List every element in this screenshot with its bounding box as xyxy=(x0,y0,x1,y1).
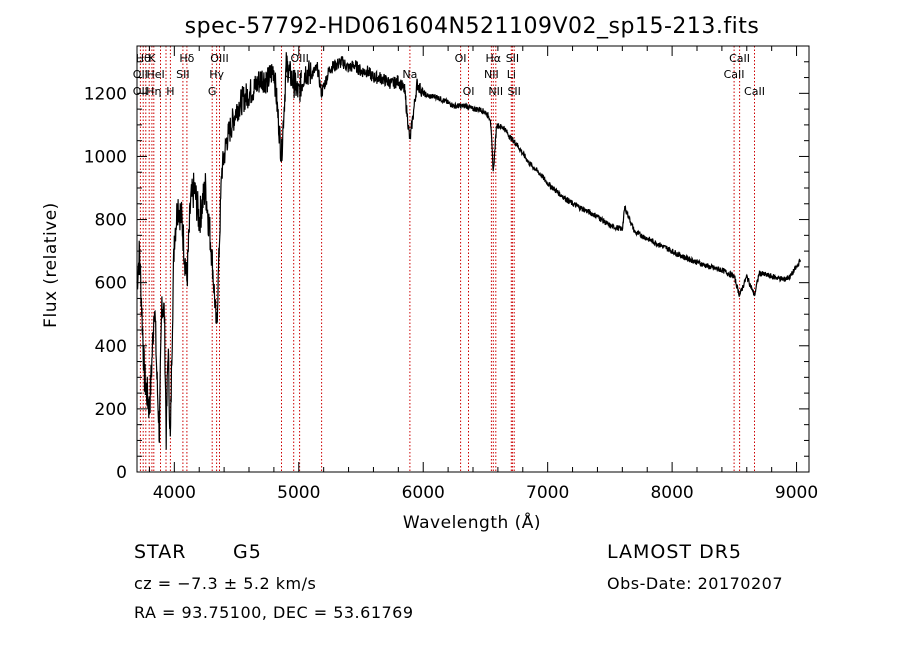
y-tick-label: 400 xyxy=(95,337,127,357)
y-axis-ticks: 0 200 400 600 800 1000 1200 xyxy=(84,61,809,483)
x-tick-label: 6000 xyxy=(402,483,445,503)
spectral-line-label: OI xyxy=(463,85,475,98)
spectrum-chart: 4000 5000 6000 7000 8000 9000 0 200 400 600 800 10… xyxy=(41,14,818,533)
x-axis-ticks: 4000 5000 6000 7000 8000 9000 xyxy=(148,46,818,503)
y-tick-label: 800 xyxy=(95,211,127,231)
x-tick-label: 9000 xyxy=(775,483,818,503)
spectral-line-label: Hθ xyxy=(136,52,151,65)
x-tick-label: 8000 xyxy=(650,483,693,503)
spectral-line-label: NII xyxy=(484,68,499,81)
survey-name: LAMOST DR5 xyxy=(607,541,742,563)
y-tick-label: 1000 xyxy=(84,147,127,167)
x-tick-label: 4000 xyxy=(153,483,196,503)
spectral-line-label: NII xyxy=(488,85,503,98)
chart-title: spec-57792-HD061604N521109V02_sp15-213.f… xyxy=(185,14,760,39)
y-axis-label: Flux (relative) xyxy=(41,202,61,328)
spectral-line-label: SII xyxy=(176,68,189,81)
y-tick-label: 600 xyxy=(95,274,127,294)
spectral-line-label: G xyxy=(208,85,217,98)
spectral-line-label: Hη xyxy=(146,85,161,98)
spectral-line-label: Hγ xyxy=(209,68,224,81)
y-tick-label: 1200 xyxy=(84,84,127,104)
spectral-line-label: K xyxy=(148,52,156,65)
sky-coordinates: RA = 93.75100, DEC = 53.61769 xyxy=(134,603,414,622)
spectral-line-label: OII xyxy=(133,68,148,81)
spectral-line-label: OIII xyxy=(284,68,302,81)
x-axis-label: Wavelength (Å) xyxy=(403,511,541,533)
x-tick-label: 7000 xyxy=(526,483,569,503)
spectral-line-label: OI xyxy=(455,52,467,65)
object-subclass: G5 xyxy=(233,541,262,563)
spectral-line-label: OIII xyxy=(210,52,228,65)
spectral-line-label: HeI xyxy=(147,68,165,81)
spectral-line-label: OIII xyxy=(290,52,308,65)
x-tick-label: 5000 xyxy=(277,483,320,503)
spectral-line-label: CaII xyxy=(729,52,750,65)
spectral-line-label: Li xyxy=(507,68,516,81)
spectral-line-label: OII xyxy=(133,85,148,98)
spectral-line-label: Hδ xyxy=(179,52,194,65)
spectral-line-label: SII xyxy=(507,85,520,98)
y-tick-label: 200 xyxy=(95,400,127,420)
spectral-line-label: CaII xyxy=(744,85,765,98)
spectral-line-label: CaII xyxy=(724,68,745,81)
spectral-line-label: H xyxy=(166,85,174,98)
y-tick-label: 0 xyxy=(116,463,127,483)
redshift-velocity: cz = −7.3 ± 5.2 km/s xyxy=(134,574,317,593)
spectral-line-label: SII xyxy=(506,52,519,65)
spectral-line-label: Hα xyxy=(486,52,502,65)
spectrum-line xyxy=(136,52,801,450)
object-class: STAR xyxy=(134,541,187,563)
observation-date: Obs-Date: 20170207 xyxy=(607,574,784,593)
spectral-line-label: Na xyxy=(402,68,417,81)
